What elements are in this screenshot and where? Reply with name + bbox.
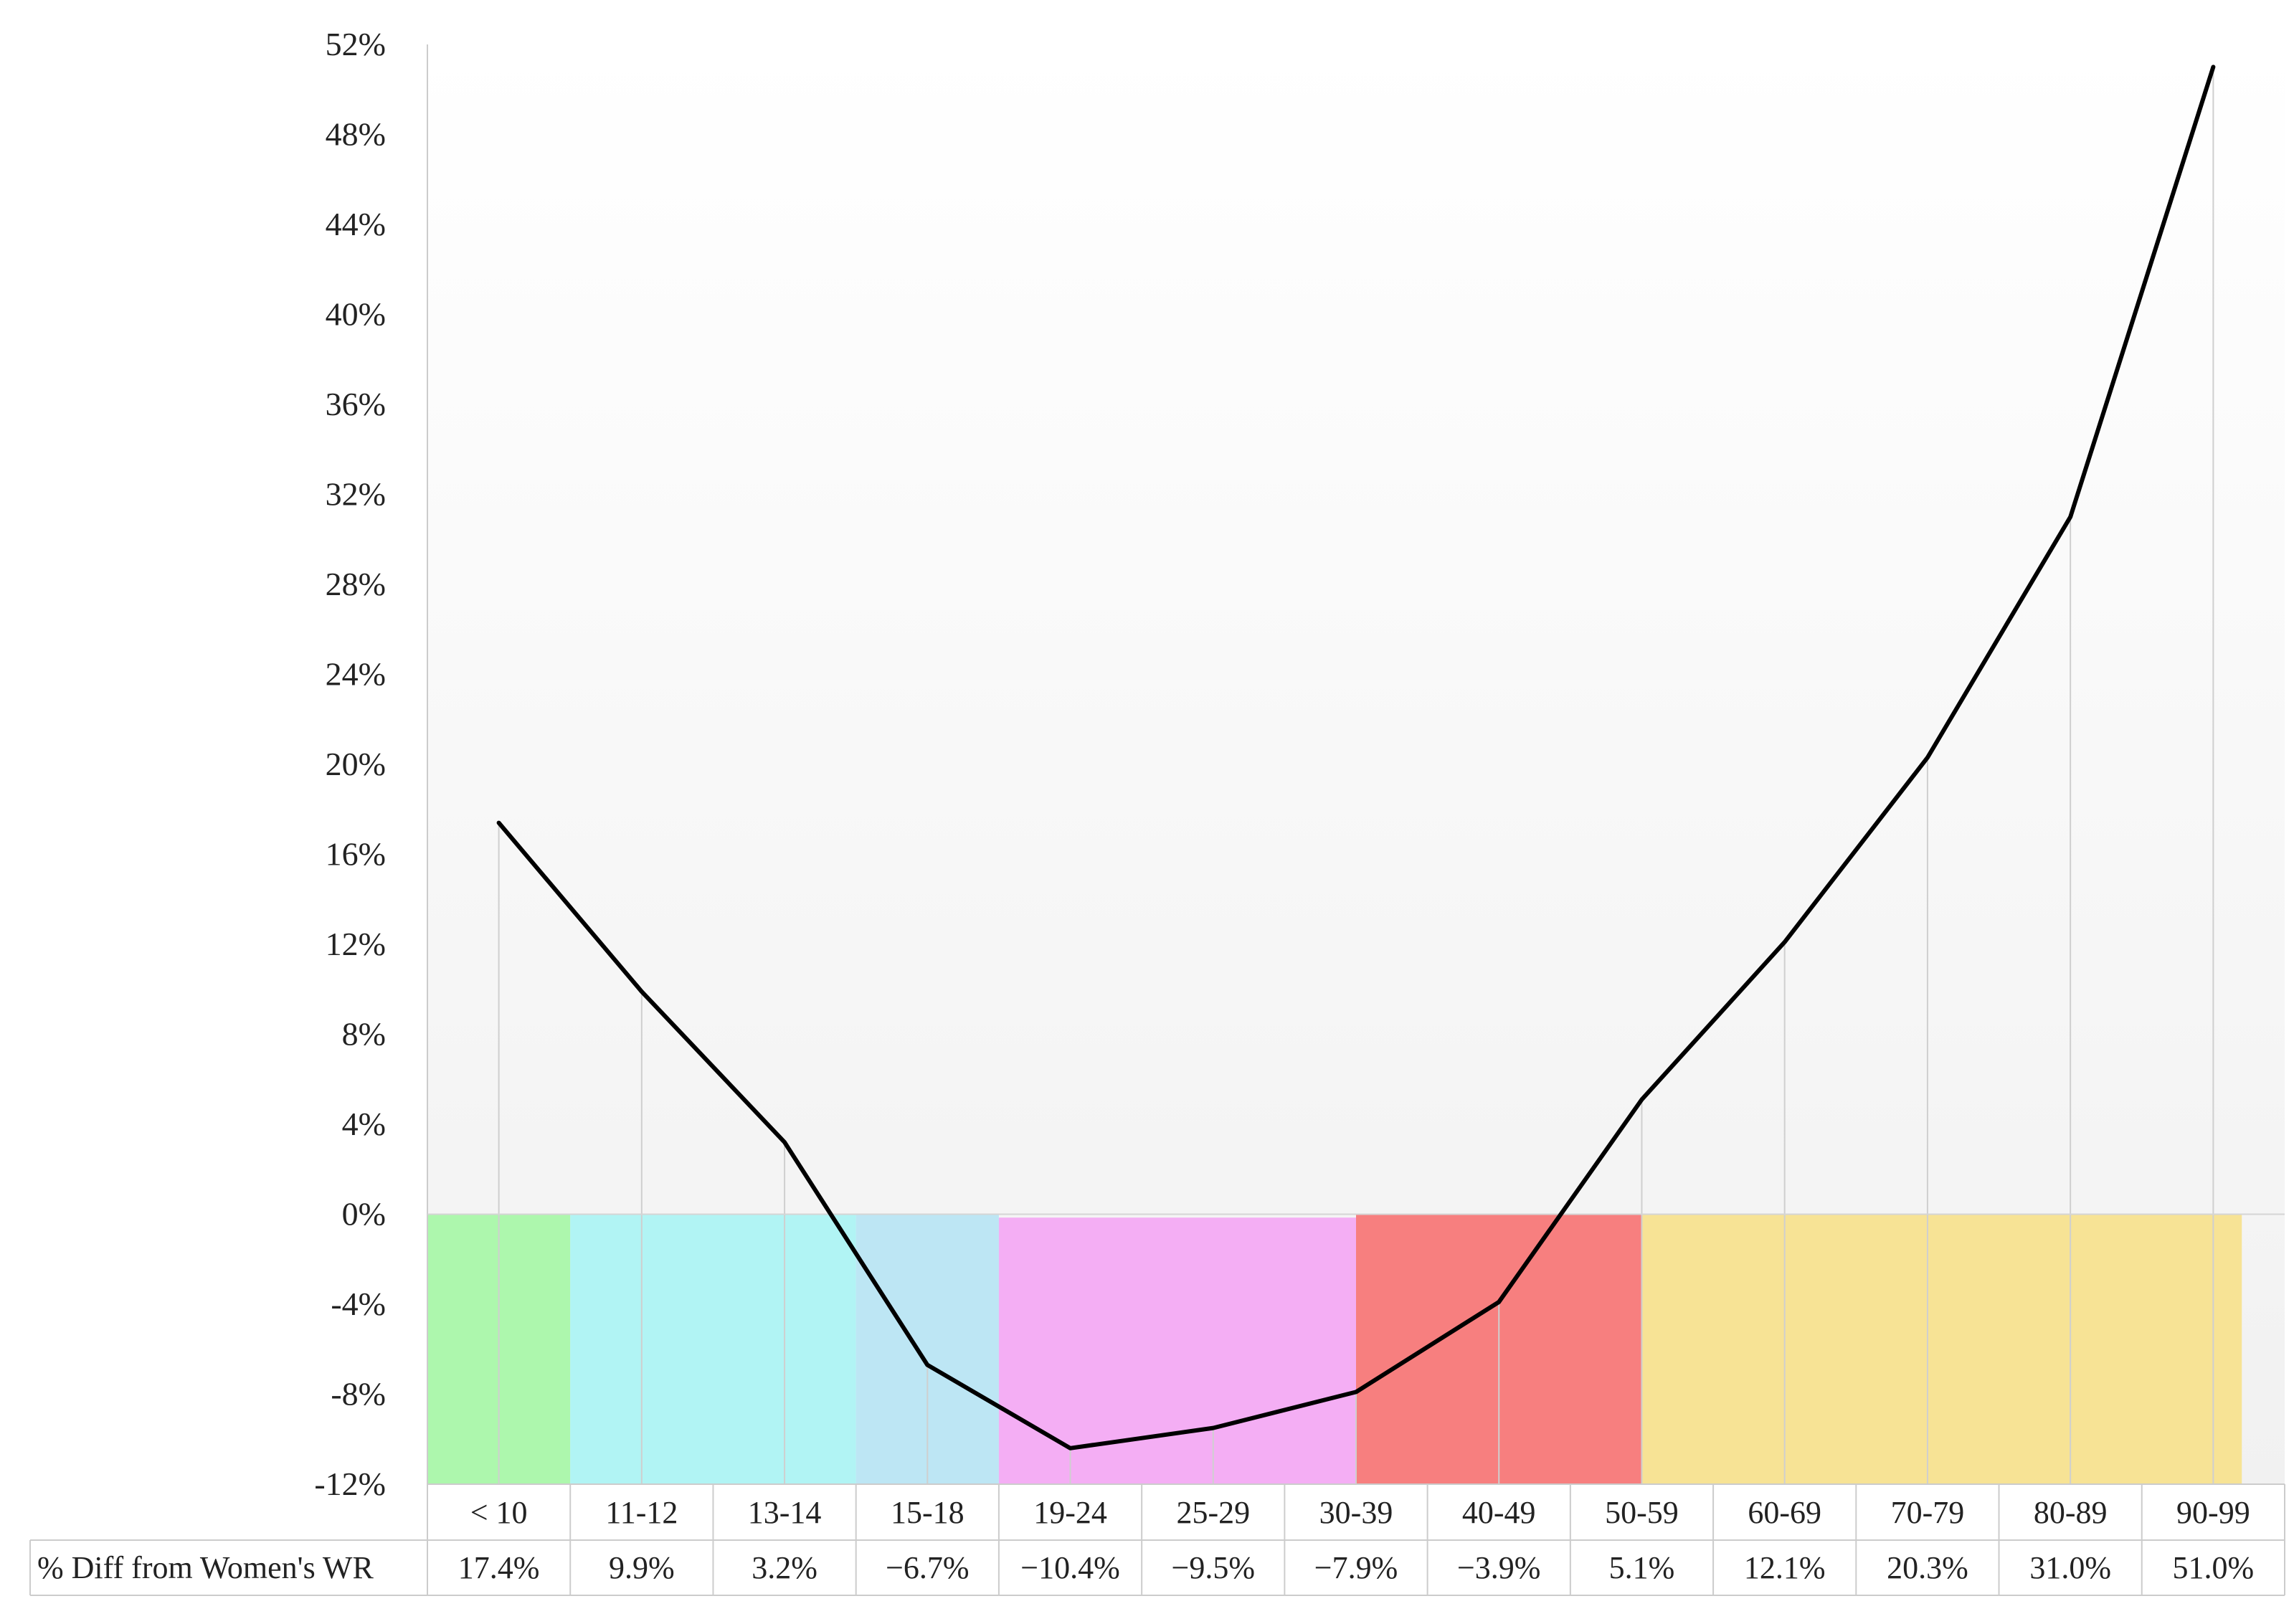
table-cell-value: 12.1% <box>1744 1550 1826 1585</box>
y-tick-label: 20% <box>326 746 386 782</box>
data-point <box>1497 1300 1501 1304</box>
table-cell-value: 20.3% <box>1887 1550 1968 1585</box>
y-tick-label: 36% <box>326 386 386 422</box>
table-row-label: % Diff from Women's WR <box>37 1550 374 1585</box>
x-category-label: 80-89 <box>2034 1495 2108 1530</box>
table-cell-value: −7.9% <box>1314 1550 1398 1585</box>
x-category-label: 15-18 <box>891 1495 964 1530</box>
table-cell-value: 3.2% <box>752 1550 817 1585</box>
table-cell-value: 5.1% <box>1609 1550 1675 1585</box>
vertical-gridlines <box>498 67 2214 1484</box>
y-tick-label: 28% <box>326 566 386 602</box>
data-point <box>497 821 501 825</box>
axes <box>427 44 2285 1484</box>
data-point <box>783 1141 787 1144</box>
y-tick-label: 44% <box>326 206 386 242</box>
x-category-label: < 10 <box>470 1495 528 1530</box>
series-line-group <box>496 65 2216 1450</box>
table-cell-value: −10.4% <box>1020 1550 1119 1585</box>
band-5 <box>1641 1214 2242 1484</box>
y-tick-label: 0% <box>342 1196 386 1233</box>
x-category-label: 25-29 <box>1176 1495 1250 1530</box>
data-point <box>1355 1390 1357 1394</box>
y-axis-tick-labels: 52% 48% 44% 40% 36% 32% 28% 24% 20% 16% 12% 8% 4% 0% -… <box>314 26 386 1502</box>
data-point <box>1068 1446 1072 1450</box>
x-category-label: 30-39 <box>1319 1495 1393 1530</box>
data-point <box>2069 515 2072 518</box>
data-point <box>926 1363 929 1367</box>
data-point <box>1211 1426 1215 1430</box>
data-point <box>1783 940 1786 944</box>
y-tick-label: 52% <box>326 26 386 62</box>
y-tick-label: -8% <box>331 1376 386 1412</box>
x-category-label: 60-69 <box>1748 1495 1821 1530</box>
category-bands <box>427 1214 2242 1484</box>
y-tick-label: 24% <box>326 656 386 693</box>
table-cell-value: 17.4% <box>458 1550 540 1585</box>
y-tick-label: 16% <box>326 836 386 873</box>
x-category-label: 50-59 <box>1605 1495 1679 1530</box>
table-cell-value: 51.0% <box>2173 1550 2255 1585</box>
data-point <box>1640 1098 1644 1101</box>
band-3 <box>998 1217 1356 1484</box>
y-tick-label: -4% <box>331 1286 386 1322</box>
table-cell-value: −9.5% <box>1172 1550 1255 1585</box>
x-category-label: 11-12 <box>605 1495 678 1530</box>
y-tick-label: -12% <box>314 1466 386 1502</box>
x-category-label: 19-24 <box>1033 1495 1107 1530</box>
data-point <box>640 989 643 993</box>
x-category-label: 90-99 <box>2176 1495 2250 1530</box>
band-1 <box>570 1214 856 1484</box>
table-cell-value: −6.7% <box>886 1550 969 1585</box>
y-tick-label: 4% <box>342 1106 386 1142</box>
data-table: < 10 11-12 13-14 15-18 19-24 25-29 30-39 40-49 5… <box>29 1483 2285 1596</box>
y-tick-label: 48% <box>326 116 386 153</box>
x-category-label: 40-49 <box>1462 1495 1536 1530</box>
y-tick-label: 12% <box>326 926 386 962</box>
x-category-label: 70-79 <box>1891 1495 1965 1530</box>
data-point <box>1925 756 1929 759</box>
table-cell-value: −3.9% <box>1457 1550 1540 1585</box>
data-point <box>2212 65 2215 69</box>
table-cell-value: 31.0% <box>2029 1550 2111 1585</box>
table-cell-value: 9.9% <box>609 1550 675 1585</box>
y-tick-label: 40% <box>326 296 386 333</box>
y-tick-label: 32% <box>326 476 386 513</box>
x-category-label: 13-14 <box>748 1495 822 1530</box>
y-tick-label: 8% <box>342 1016 386 1053</box>
